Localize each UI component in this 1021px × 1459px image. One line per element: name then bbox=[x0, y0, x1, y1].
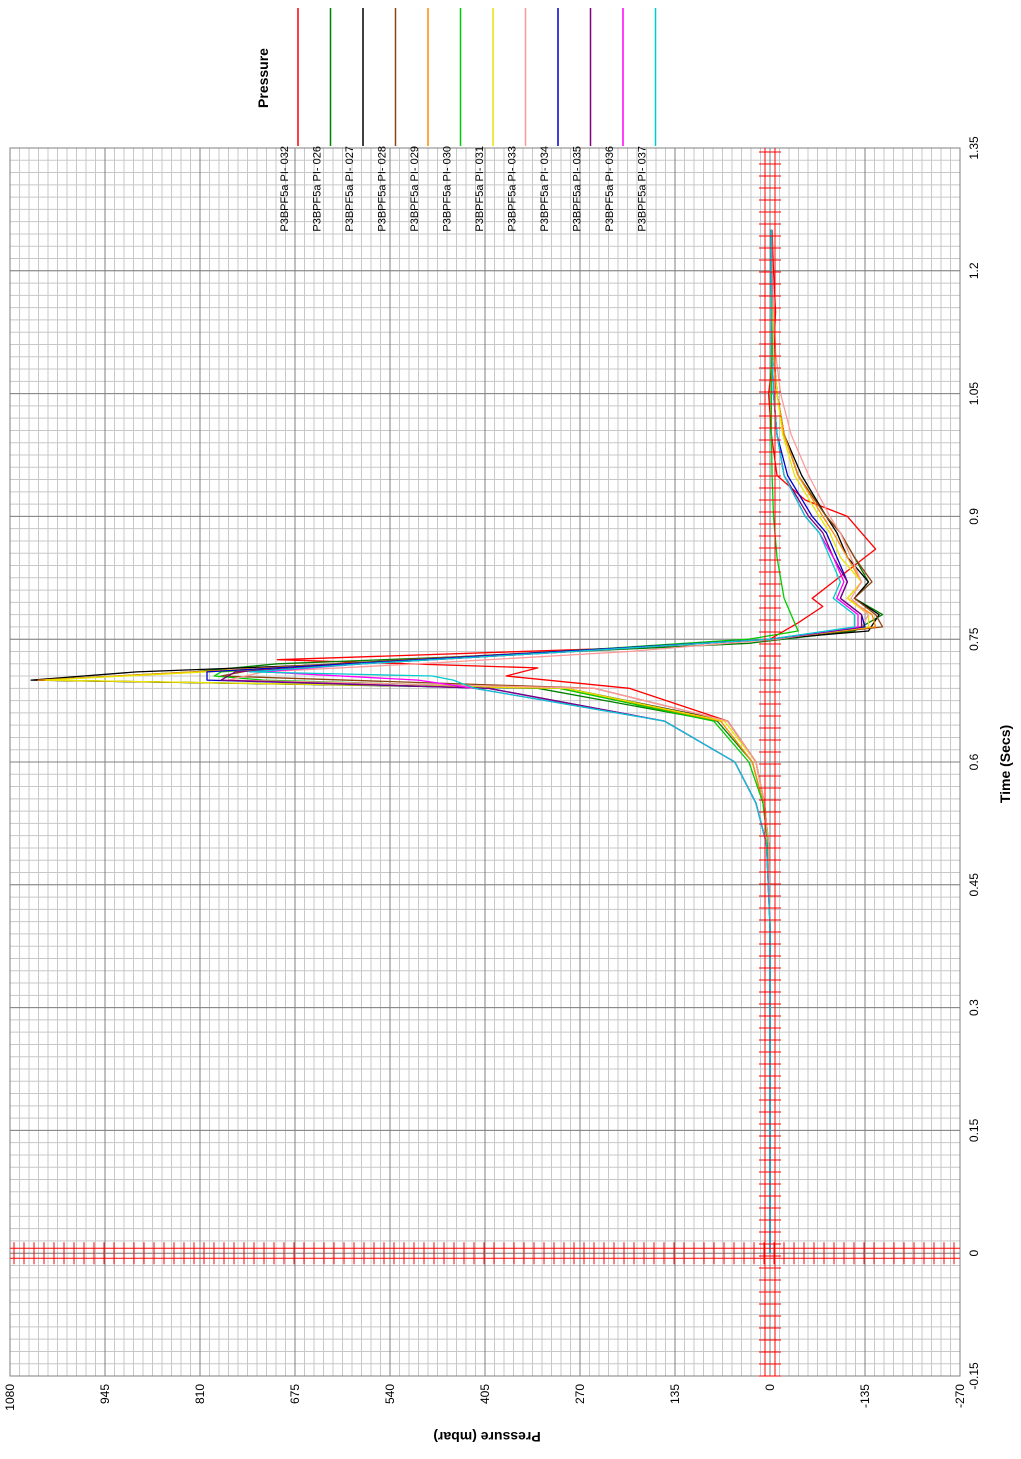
y-axis-title: Pressure (mbar) bbox=[433, 1429, 540, 1445]
legend-entry-label: P3BPF5a PI- 037 bbox=[637, 146, 649, 232]
x-tick-label: 1.05 bbox=[967, 382, 981, 406]
legend-entry-label: P3BPF5a PI- 026 bbox=[312, 146, 324, 232]
y-tick-label: 135 bbox=[668, 1384, 682, 1404]
y-tick-label: 540 bbox=[383, 1384, 397, 1404]
x-tick-label: 0.15 bbox=[967, 1118, 981, 1142]
x-tick-label: 1.2 bbox=[967, 262, 981, 279]
legend-entry-label: P3BPF5a PI- 028 bbox=[377, 146, 389, 232]
legend-entry-label: P3BPF5a PI- 033 bbox=[507, 146, 519, 232]
legend-entry-label: P3BPF5a PI- 035 bbox=[572, 146, 584, 232]
x-tick-label: 0 bbox=[967, 1250, 981, 1257]
series-line-12 bbox=[248, 229, 856, 1254]
y-tick-label: 405 bbox=[478, 1384, 492, 1404]
cursor-lines bbox=[10, 148, 960, 1377]
y-tick-label: 945 bbox=[98, 1384, 112, 1404]
legend-entry-label: P3BPF5a PI- 032 bbox=[279, 146, 291, 232]
x-tick-label: 0.9 bbox=[967, 508, 981, 525]
x-tick-label: 0.75 bbox=[967, 627, 981, 651]
y-tick-label: 810 bbox=[193, 1384, 207, 1404]
tick-labels: -0.15 0 0.15 0.3 0.45 0.6 0.75 0.9 1.05 1.2 1.35 10… bbox=[3, 136, 981, 1411]
x-axis-title: Time (Secs) bbox=[997, 725, 1013, 803]
legend-entry-label: P3BPF5a PI- 034 bbox=[539, 146, 551, 232]
y-tick-label: 0 bbox=[763, 1384, 777, 1391]
legend-entry-label: P3BPF5a PI- 031 bbox=[474, 146, 486, 232]
legend-entry-label: P3BPF5a PI- 029 bbox=[409, 146, 421, 232]
y-tick-label: 270 bbox=[573, 1384, 587, 1404]
x-tick-label: 1.35 bbox=[967, 136, 981, 160]
x-tick-label: -0.15 bbox=[967, 1362, 981, 1390]
x-tick-label: 0.45 bbox=[967, 873, 981, 897]
legend-title: Pressure bbox=[255, 48, 271, 108]
y-tick-label: -135 bbox=[858, 1384, 872, 1408]
legend-entry-label: P3BPF5a PI- 036 bbox=[604, 146, 616, 232]
series-line-5 bbox=[37, 229, 877, 1254]
plot-grid bbox=[9, 147, 961, 1377]
y-tick-label: -270 bbox=[953, 1384, 967, 1408]
y-tick-label: 1080 bbox=[3, 1384, 17, 1411]
x-tick-label: 0.6 bbox=[967, 753, 981, 770]
legend: Pressure P3BPF5a PI- 032 P3BPF5a PI- 026 P… bbox=[255, 8, 657, 232]
legend-entry-label: P3BPF5a PI- 030 bbox=[442, 146, 454, 232]
x-tick-label: 0.3 bbox=[967, 999, 981, 1016]
legend-entry-label: P3BPF5a PI- 027 bbox=[344, 146, 356, 232]
y-tick-label: 675 bbox=[288, 1384, 302, 1404]
